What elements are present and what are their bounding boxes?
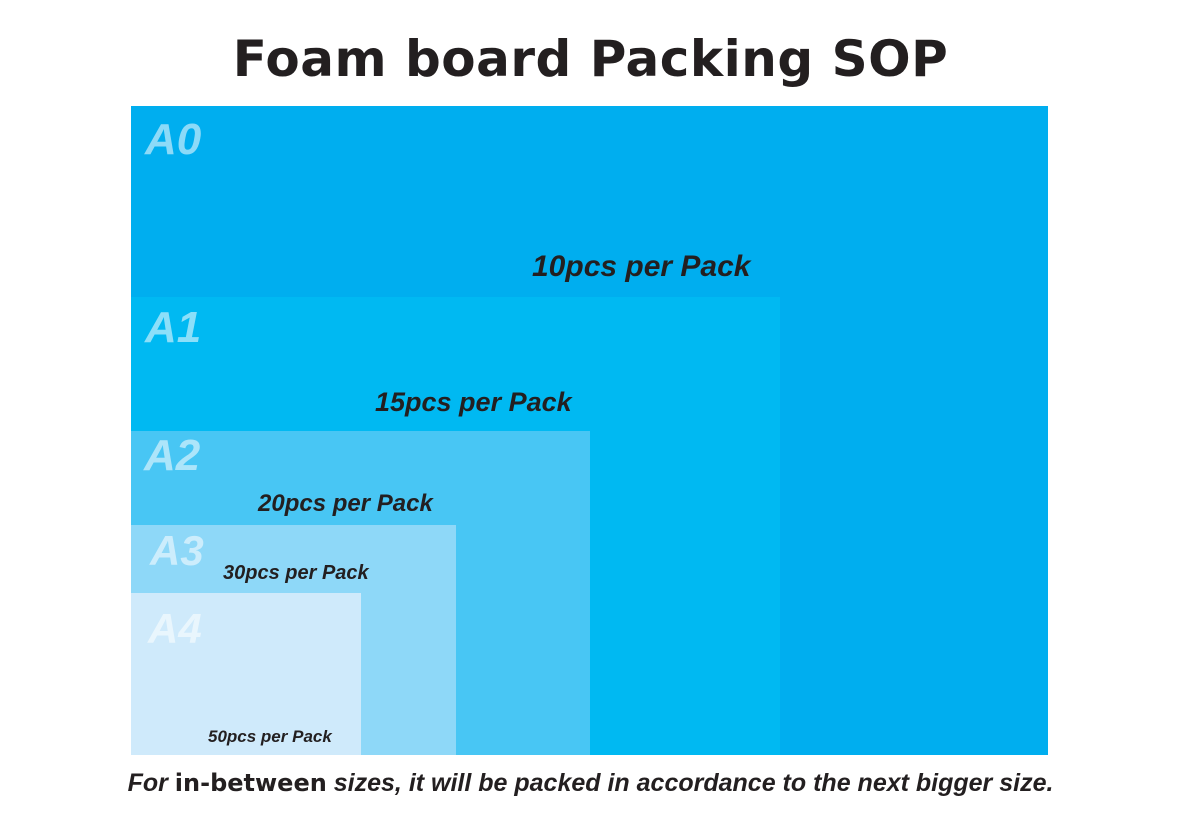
size-label-a1: A1 [145, 303, 202, 352]
size-label-a3: A3 [150, 527, 204, 574]
pack-label-a3: 30pcs per Pack [223, 562, 369, 584]
size-label-a0: A0 [145, 115, 202, 164]
size-label-a4: A4 [148, 605, 202, 652]
footer-note: For in-between sizes, it will be packed … [0, 766, 1181, 800]
footer-prefix: For [127, 769, 168, 797]
pack-label-a1: 15pcs per Pack [375, 387, 572, 417]
footer-suffix: sizes, it will be packed in accordance t… [333, 769, 1054, 797]
pack-label-a4: 50pcs per Pack [208, 727, 332, 746]
sheet-a4 [131, 593, 361, 755]
pack-label-a2: 20pcs per Pack [258, 490, 433, 517]
footer-emphasis: in-between [174, 769, 327, 797]
pack-label-a0: 10pcs per Pack [532, 250, 751, 283]
size-label-a2: A2 [144, 431, 201, 480]
page-title: Foam board Packing SOP [232, 30, 949, 88]
